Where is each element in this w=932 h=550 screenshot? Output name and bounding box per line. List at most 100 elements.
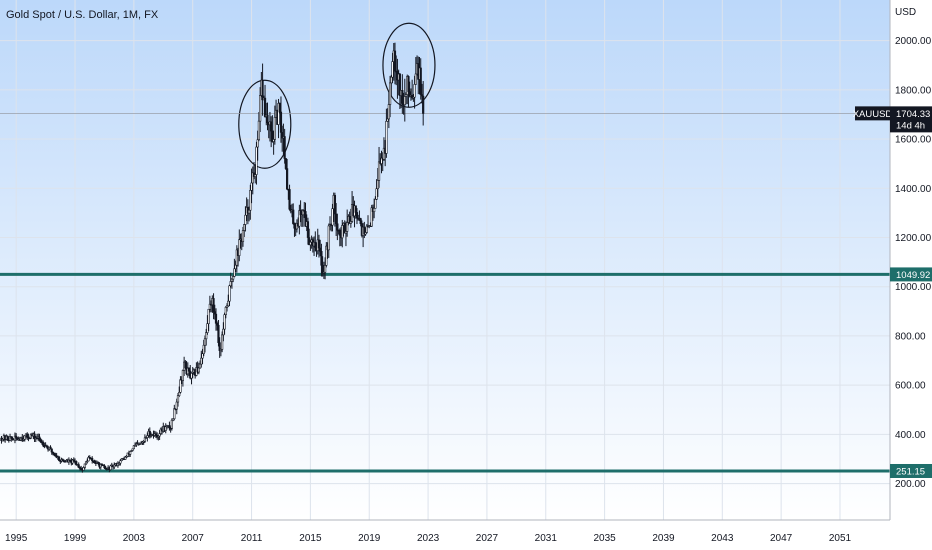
candle-body [221, 334, 224, 350]
candle[interactable] [83, 463, 86, 470]
candle-body [201, 353, 204, 359]
candle-body [263, 97, 267, 117]
candle-body [179, 379, 182, 393]
candle-body [213, 311, 216, 315]
candle[interactable] [377, 146, 381, 188]
candle[interactable] [131, 448, 134, 452]
candle[interactable] [132, 445, 135, 450]
horizontal-levels[interactable] [0, 112, 890, 473]
candle[interactable] [327, 223, 330, 258]
candle[interactable] [419, 58, 422, 100]
candle[interactable] [398, 72, 401, 109]
candle-body [170, 419, 173, 429]
price-tick-label: 600.00 [895, 381, 926, 392]
candle[interactable] [228, 284, 231, 307]
candle[interactable] [284, 158, 287, 171]
candle[interactable] [75, 460, 78, 466]
candle-body [359, 218, 362, 224]
candle-body [388, 82, 392, 105]
candle-body [398, 73, 401, 96]
candle[interactable] [283, 128, 286, 164]
candle-body [327, 225, 330, 251]
price-tick-label: 1800.00 [895, 85, 932, 96]
candle-body [129, 451, 132, 455]
candle-body [228, 285, 231, 302]
candle[interactable] [223, 312, 226, 335]
candle[interactable] [179, 376, 182, 394]
candle[interactable] [87, 455, 90, 462]
symbol-label: XAUUSD [853, 109, 893, 120]
candle-body [77, 464, 80, 468]
candle[interactable] [173, 404, 176, 421]
candle[interactable] [176, 393, 180, 407]
candle[interactable] [292, 203, 295, 225]
time-tick-label: 2047 [770, 533, 793, 544]
time-axis[interactable]: 1995 1999 2003 2007 2011 2015 2019 2023 2027 2031… [0, 519, 932, 550]
candle[interactable] [233, 258, 236, 278]
candle-body [39, 439, 42, 443]
candle[interactable] [273, 105, 276, 145]
candle[interactable] [77, 462, 80, 469]
candle-body [6, 435, 9, 440]
candle[interactable] [261, 63, 264, 116]
candles[interactable] [0, 42, 425, 473]
candle[interactable] [324, 257, 327, 280]
candle-body [278, 103, 281, 113]
candle-body [217, 324, 220, 343]
candle[interactable] [27, 433, 30, 442]
candle-body [373, 207, 376, 212]
candle[interactable] [256, 130, 259, 161]
candle[interactable] [373, 198, 376, 219]
candle[interactable] [86, 458, 89, 464]
candle[interactable] [255, 141, 258, 185]
candle[interactable] [125, 455, 128, 459]
candle[interactable] [143, 434, 147, 444]
candle-body [376, 180, 379, 190]
candle[interactable] [232, 275, 235, 283]
candle[interactable] [279, 96, 283, 143]
candle[interactable] [365, 224, 368, 234]
circle-annotation[interactable] [238, 79, 292, 169]
candle-body [214, 313, 218, 324]
candle[interactable] [221, 331, 224, 353]
candle[interactable] [374, 196, 377, 209]
candle-body [309, 241, 312, 246]
candle[interactable] [91, 456, 94, 464]
candle[interactable] [207, 308, 210, 332]
candle[interactable] [197, 362, 200, 375]
candle-body [333, 195, 337, 215]
candle[interactable] [50, 448, 53, 455]
candle[interactable] [178, 386, 181, 398]
candle[interactable] [286, 158, 289, 190]
candle[interactable] [277, 98, 280, 139]
candle[interactable] [57, 455, 61, 462]
candle-body [57, 456, 61, 461]
candle[interactable] [413, 75, 416, 109]
price-tick-label: 1000.00 [895, 282, 932, 293]
candle[interactable] [109, 464, 112, 471]
candle-body [178, 392, 181, 396]
candle-body [254, 174, 257, 177]
time-tick-label: 2015 [299, 533, 322, 544]
candle[interactable] [119, 459, 122, 466]
candle-body [49, 446, 52, 450]
candle[interactable] [217, 320, 220, 347]
candle[interactable] [170, 418, 173, 431]
candle[interactable] [266, 102, 269, 131]
candle[interactable] [414, 57, 417, 85]
candle-body [256, 139, 259, 148]
candle[interactable] [205, 328, 208, 346]
candle[interactable] [422, 81, 425, 126]
candle[interactable] [218, 337, 221, 358]
candle-body [324, 265, 327, 273]
candle[interactable] [336, 213, 339, 241]
candle[interactable] [129, 451, 132, 457]
candle[interactable] [49, 445, 52, 450]
candle[interactable] [346, 209, 349, 237]
candle-body [375, 188, 378, 200]
candle[interactable] [288, 184, 291, 211]
candle[interactable] [385, 108, 388, 158]
candle[interactable] [214, 308, 218, 331]
candle[interactable] [259, 87, 262, 133]
